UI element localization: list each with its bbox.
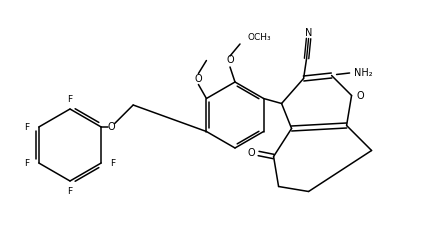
- Text: O: O: [247, 149, 255, 158]
- Text: O: O: [194, 73, 202, 84]
- Text: N: N: [304, 28, 312, 37]
- Text: F: F: [67, 186, 72, 196]
- Text: F: F: [67, 95, 72, 103]
- Text: OCH₃: OCH₃: [247, 32, 271, 42]
- Text: NH₂: NH₂: [353, 67, 372, 78]
- Text: O: O: [355, 90, 363, 101]
- Text: F: F: [24, 158, 30, 168]
- Text: F: F: [110, 158, 115, 168]
- Text: O: O: [107, 122, 115, 132]
- Text: F: F: [24, 122, 30, 132]
- Text: O: O: [226, 55, 233, 65]
